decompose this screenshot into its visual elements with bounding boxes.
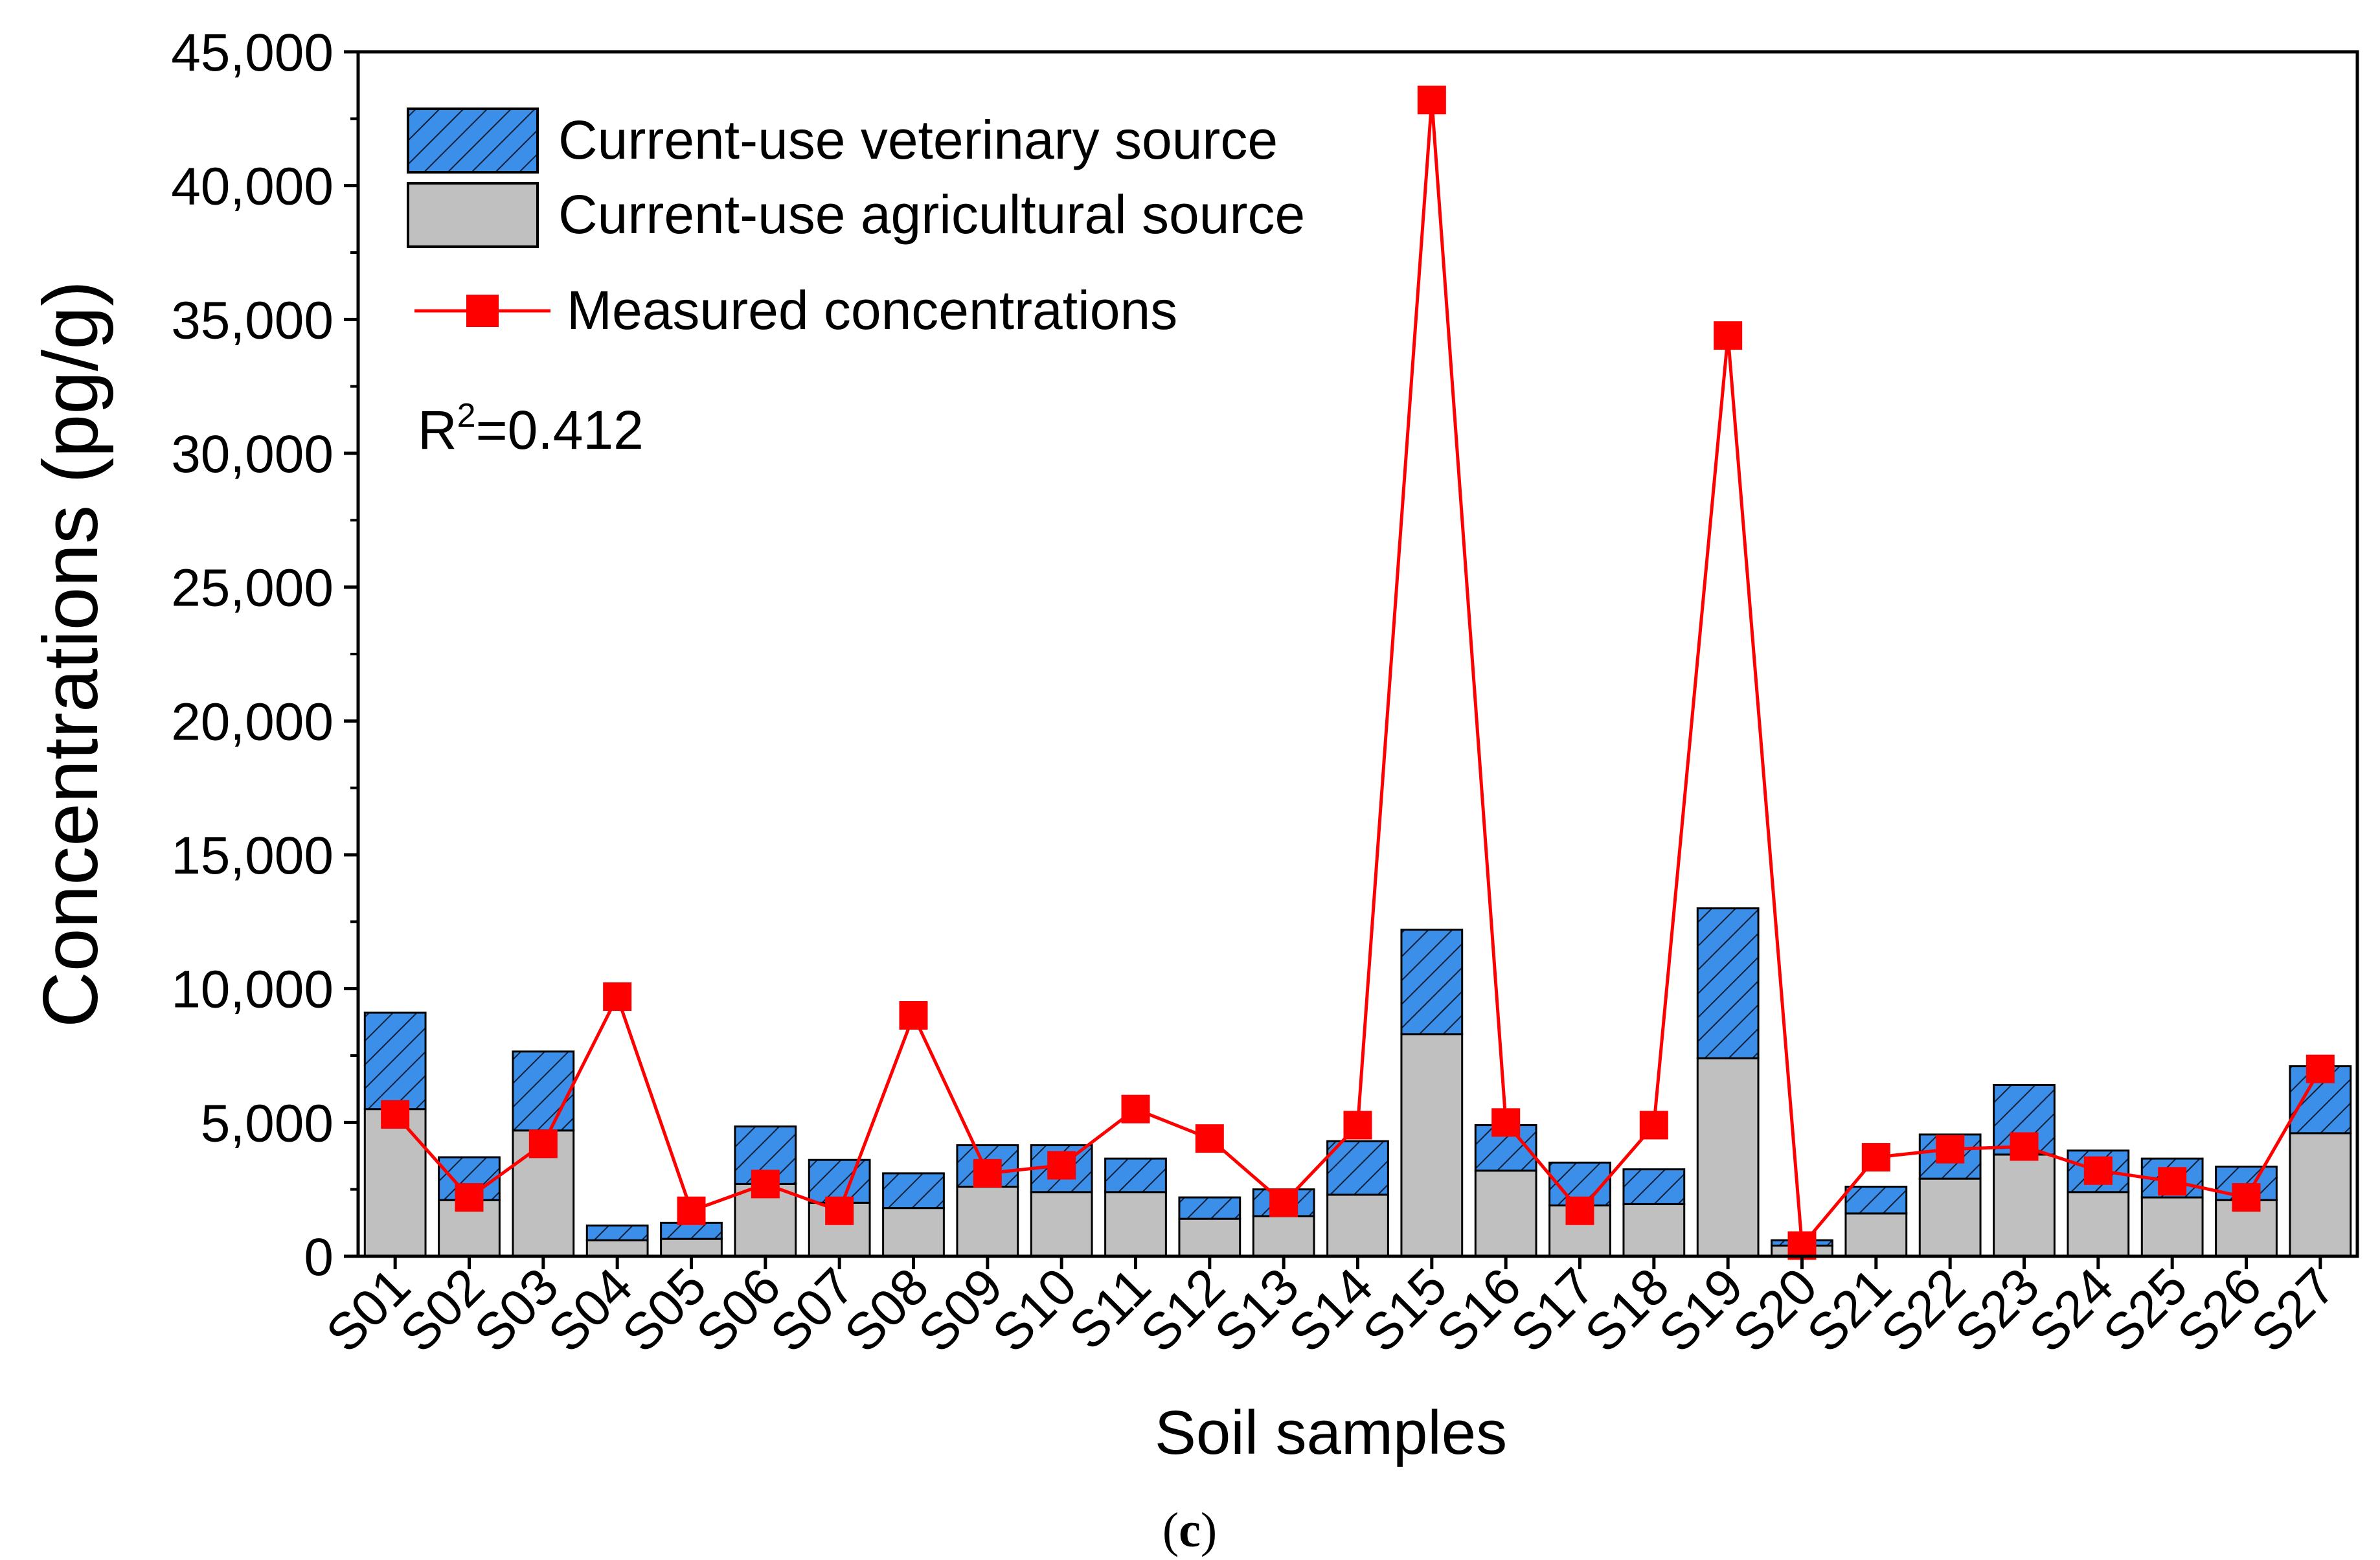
bar-veterinary-s21 <box>1844 1186 1908 1215</box>
bar-agricultural-s05 <box>660 1238 723 1258</box>
bar-veterinary-s01 <box>363 1012 427 1111</box>
bar-agricultural-s01 <box>363 1108 427 1258</box>
legend-item-measured: Measured concentrations <box>414 280 1177 341</box>
marker-measured-s24 <box>2083 1156 2113 1185</box>
x-tick-label-s27: S27 <box>2240 1257 2346 1363</box>
bar-agricultural-s27 <box>2289 1132 2352 1258</box>
y-tick-label-0: 0 <box>304 1228 334 1287</box>
bar-agricultural-s22 <box>1918 1177 1982 1258</box>
bar-veterinary-s11 <box>1104 1157 1167 1193</box>
marker-measured-s01 <box>381 1100 410 1129</box>
y-tick-label-10000: 10,000 <box>171 960 334 1019</box>
y-tick-label-5000: 5,000 <box>201 1094 334 1153</box>
y-tick-label-45000: 45,000 <box>171 23 334 82</box>
x-axis-label: Soil samples <box>1155 1398 1507 1467</box>
y-axis: 0 5,000 10,000 15,000 20,000 25,000 30,000 35,0… <box>171 23 358 1287</box>
marker-measured-s22 <box>1936 1135 1965 1164</box>
bar-veterinary-s12 <box>1178 1196 1241 1220</box>
legend-swatch-veterinary <box>407 107 539 174</box>
bar-veterinary-s05 <box>660 1221 723 1240</box>
marker-measured-s27 <box>2306 1054 2335 1083</box>
y-tick-label-20000: 20,000 <box>171 692 334 751</box>
bar-veterinary-s18 <box>1622 1168 1686 1205</box>
marker-measured-s12 <box>1195 1124 1224 1153</box>
legend: Current-use veterinary source Current-us… <box>407 107 1305 341</box>
bar-agricultural-s23 <box>1993 1153 2056 1258</box>
legend-item-agricultural: Current-use agricultural source <box>407 182 1305 248</box>
bar-agricultural-s13 <box>1252 1215 1315 1258</box>
marker-measured-s25 <box>2158 1167 2187 1196</box>
marker-measured-s13 <box>1269 1188 1298 1217</box>
bar-agricultural-s19 <box>1696 1057 1760 1258</box>
bar-agricultural-s21 <box>1844 1212 1908 1258</box>
legend-marker-measured <box>466 295 499 327</box>
marker-measured-s18 <box>1639 1111 1668 1140</box>
legend-label-veterinary: Current-use veterinary source <box>558 109 1278 170</box>
legend-label-measured: Measured concentrations <box>567 280 1177 341</box>
marker-measured-s16 <box>1491 1108 1521 1137</box>
bar-veterinary-s08 <box>882 1172 945 1210</box>
bar-agricultural-s08 <box>882 1207 945 1258</box>
marker-measured-s06 <box>751 1170 780 1199</box>
bar-agricultural-s09 <box>956 1186 1019 1258</box>
marker-measured-s07 <box>825 1196 854 1225</box>
marker-measured-s21 <box>1861 1143 1890 1172</box>
legend-label-agricultural: Current-use agricultural source <box>558 184 1305 245</box>
legend-swatch-agricultural <box>407 182 539 248</box>
y-tick-label-25000: 25,000 <box>171 559 334 618</box>
bar-veterinary-s22 <box>1918 1133 1982 1180</box>
y-tick-label-15000: 15,000 <box>171 826 334 885</box>
y-axis-label: Concentrations (pg/g) <box>27 280 114 1028</box>
bar-veterinary-s07 <box>808 1159 871 1204</box>
marker-measured-s03 <box>528 1129 558 1159</box>
marker-measured-s11 <box>1121 1094 1150 1124</box>
bar-veterinary-s04 <box>585 1224 649 1241</box>
bar-agricultural-s10 <box>1030 1191 1093 1258</box>
measured-line <box>394 100 2322 1250</box>
line-layer <box>381 85 2335 1260</box>
bar-veterinary-s15 <box>1400 929 1464 1035</box>
bar-agricultural-s04 <box>585 1239 649 1258</box>
r-squared-annotation: R2=0.412 <box>418 397 644 460</box>
marker-measured-s26 <box>2232 1183 2261 1212</box>
bar-agricultural-s25 <box>2140 1196 2204 1258</box>
marker-measured-s08 <box>899 1001 928 1030</box>
bar-agricultural-s15 <box>1400 1033 1464 1258</box>
bar-agricultural-s16 <box>1474 1170 1537 1258</box>
bar-agricultural-s14 <box>1326 1193 1389 1258</box>
y-tick-label-40000: 40,000 <box>171 157 334 216</box>
bar-agricultural-s11 <box>1104 1191 1167 1258</box>
marker-measured-s05 <box>677 1196 706 1225</box>
marker-measured-s02 <box>455 1183 484 1212</box>
bar-agricultural-s06 <box>734 1182 797 1258</box>
marker-measured-s19 <box>1714 321 1743 350</box>
y-tick-label-35000: 35,000 <box>171 291 334 350</box>
x-axis: S01S02S03S04S05S06S07S08S09S10S11S12S13S… <box>315 1256 2346 1363</box>
bar-veterinary-s19 <box>1696 907 1760 1059</box>
bars-layer <box>363 907 2352 1258</box>
bar-agricultural-s24 <box>2067 1191 2130 1258</box>
bar-veterinary-s14 <box>1326 1140 1389 1196</box>
bar-agricultural-s18 <box>1622 1203 1686 1258</box>
marker-measured-s09 <box>973 1159 1002 1188</box>
marker-measured-s14 <box>1343 1111 1372 1140</box>
figure-caption: (c) <box>1162 1503 1217 1557</box>
marker-measured-s10 <box>1047 1151 1076 1180</box>
marker-measured-s17 <box>1565 1196 1594 1225</box>
marker-measured-s04 <box>603 982 632 1012</box>
bar-veterinary-s03 <box>512 1050 575 1132</box>
marker-measured-s23 <box>2010 1132 2039 1161</box>
bar-agricultural-s12 <box>1178 1217 1241 1258</box>
y-tick-label-30000: 30,000 <box>171 425 334 484</box>
legend-item-veterinary: Current-use veterinary source <box>407 107 1278 174</box>
marker-measured-s15 <box>1417 85 1446 115</box>
